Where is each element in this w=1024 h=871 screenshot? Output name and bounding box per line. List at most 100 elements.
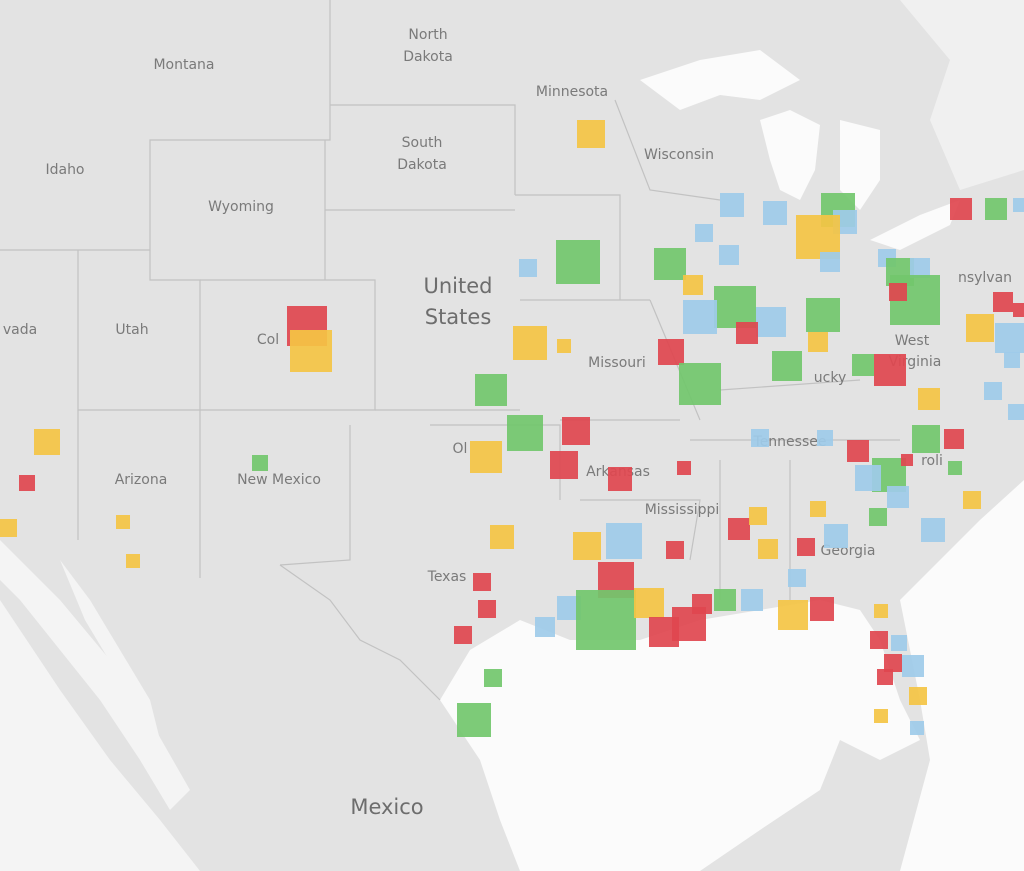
marker[interactable] bbox=[910, 721, 924, 735]
marker[interactable] bbox=[824, 524, 848, 548]
marker[interactable] bbox=[810, 597, 834, 621]
marker[interactable] bbox=[874, 354, 906, 386]
marker[interactable] bbox=[763, 201, 787, 225]
marker[interactable] bbox=[714, 286, 756, 328]
marker[interactable] bbox=[995, 323, 1024, 353]
marker[interactable] bbox=[473, 573, 491, 591]
state-label: Wyoming bbox=[208, 199, 274, 215]
marker[interactable] bbox=[550, 451, 578, 479]
marker[interactable] bbox=[869, 508, 887, 526]
marker[interactable] bbox=[874, 604, 888, 618]
marker[interactable] bbox=[993, 292, 1013, 312]
marker[interactable] bbox=[1013, 198, 1024, 212]
marker[interactable] bbox=[918, 388, 940, 410]
marker[interactable] bbox=[658, 339, 684, 365]
marker[interactable] bbox=[34, 429, 60, 455]
marker[interactable] bbox=[912, 425, 940, 453]
marker[interactable] bbox=[1008, 404, 1024, 420]
marker[interactable] bbox=[513, 326, 547, 360]
marker[interactable] bbox=[910, 258, 930, 278]
marker[interactable] bbox=[252, 455, 268, 471]
marker[interactable] bbox=[576, 590, 636, 650]
marker[interactable] bbox=[290, 330, 332, 372]
marker[interactable] bbox=[1004, 352, 1020, 368]
marker[interactable] bbox=[683, 275, 703, 295]
marker[interactable] bbox=[817, 430, 833, 446]
marker[interactable] bbox=[634, 588, 664, 618]
marker[interactable] bbox=[751, 429, 769, 447]
marker[interactable] bbox=[608, 467, 632, 491]
marker[interactable] bbox=[19, 475, 35, 491]
marker[interactable] bbox=[695, 224, 713, 242]
marker[interactable] bbox=[557, 339, 571, 353]
marker[interactable] bbox=[756, 307, 786, 337]
marker[interactable] bbox=[984, 382, 1002, 400]
marker[interactable] bbox=[810, 501, 826, 517]
marker[interactable] bbox=[535, 617, 555, 637]
marker[interactable] bbox=[852, 354, 874, 376]
marker[interactable] bbox=[741, 589, 763, 611]
marker[interactable] bbox=[909, 687, 927, 705]
marker[interactable] bbox=[677, 461, 691, 475]
marker[interactable] bbox=[806, 298, 840, 332]
marker[interactable] bbox=[902, 655, 924, 677]
marker[interactable] bbox=[874, 709, 888, 723]
marker[interactable] bbox=[901, 454, 913, 466]
marker[interactable] bbox=[749, 507, 767, 525]
marker[interactable] bbox=[654, 248, 686, 280]
marker[interactable] bbox=[720, 193, 744, 217]
marker[interactable] bbox=[556, 240, 600, 284]
state-label: Minnesota bbox=[536, 84, 608, 100]
marker[interactable] bbox=[820, 252, 840, 272]
marker[interactable] bbox=[772, 351, 802, 381]
marker[interactable] bbox=[666, 541, 684, 559]
marker[interactable] bbox=[679, 363, 721, 405]
marker[interactable] bbox=[116, 515, 130, 529]
marker[interactable] bbox=[778, 600, 808, 630]
marker[interactable] bbox=[855, 465, 881, 491]
marker[interactable] bbox=[692, 594, 712, 614]
marker[interactable] bbox=[470, 441, 502, 473]
marker[interactable] bbox=[577, 120, 605, 148]
marker[interactable] bbox=[921, 518, 945, 542]
marker[interactable] bbox=[985, 198, 1007, 220]
marker[interactable] bbox=[966, 314, 994, 342]
marker[interactable] bbox=[877, 669, 893, 685]
marker[interactable] bbox=[507, 415, 543, 451]
marker[interactable] bbox=[573, 532, 601, 560]
marker[interactable] bbox=[788, 569, 806, 587]
marker[interactable] bbox=[887, 486, 909, 508]
marker[interactable] bbox=[891, 635, 907, 651]
marker[interactable] bbox=[683, 300, 717, 334]
marker[interactable] bbox=[884, 654, 902, 672]
marker[interactable] bbox=[714, 589, 736, 611]
marker[interactable] bbox=[1013, 303, 1024, 317]
marker[interactable] bbox=[736, 322, 758, 344]
marker[interactable] bbox=[0, 519, 17, 537]
marker[interactable] bbox=[889, 283, 907, 301]
marker[interactable] bbox=[490, 525, 514, 549]
marker[interactable] bbox=[478, 600, 496, 618]
state-label: Ol bbox=[453, 441, 468, 457]
marker[interactable] bbox=[963, 491, 981, 509]
marker[interactable] bbox=[457, 703, 491, 737]
marker[interactable] bbox=[454, 626, 472, 644]
marker[interactable] bbox=[796, 215, 840, 259]
marker[interactable] bbox=[126, 554, 140, 568]
marker[interactable] bbox=[606, 523, 642, 559]
marker[interactable] bbox=[944, 429, 964, 449]
marker[interactable] bbox=[950, 198, 972, 220]
marker[interactable] bbox=[562, 417, 590, 445]
marker[interactable] bbox=[870, 631, 888, 649]
marker[interactable] bbox=[758, 539, 778, 559]
marker[interactable] bbox=[719, 245, 739, 265]
marker[interactable] bbox=[808, 332, 828, 352]
marker[interactable] bbox=[797, 538, 815, 556]
marker[interactable] bbox=[519, 259, 537, 277]
marker[interactable] bbox=[948, 461, 962, 475]
marker[interactable] bbox=[484, 669, 502, 687]
marker[interactable] bbox=[847, 440, 869, 462]
marker[interactable] bbox=[475, 374, 507, 406]
marker[interactable] bbox=[728, 518, 750, 540]
